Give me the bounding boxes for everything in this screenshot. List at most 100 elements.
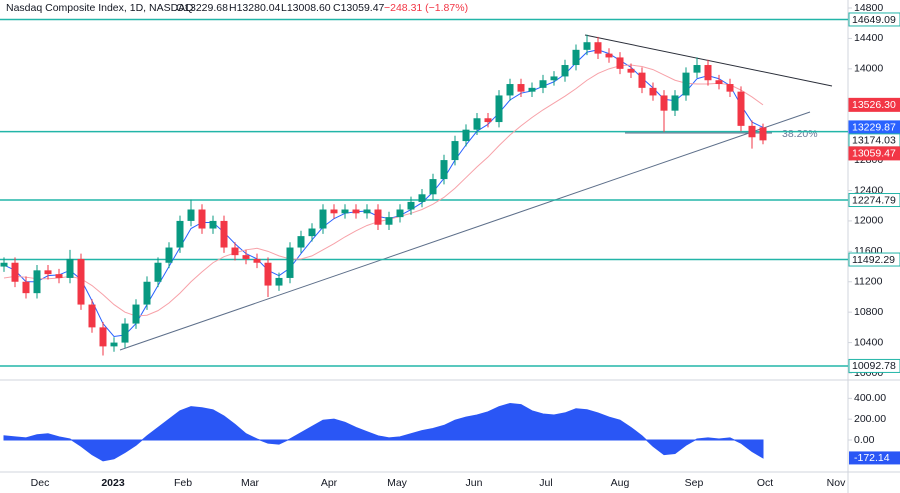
y-tick-label: 10800 xyxy=(854,306,883,318)
price-label: 13229.87 xyxy=(852,122,896,134)
osc-label-box xyxy=(849,451,900,465)
candle-body xyxy=(121,323,129,343)
y-tick-label: 12000 xyxy=(854,215,883,227)
y-tick-label: 200.00 xyxy=(854,413,886,425)
y-tick-label: 10400 xyxy=(854,336,883,348)
candle-body xyxy=(737,91,745,126)
candle-body xyxy=(297,236,305,248)
candle-body xyxy=(726,84,734,92)
y-tick-label: 14400 xyxy=(854,32,883,44)
oscillator-area xyxy=(3,403,764,462)
x-tick-label: May xyxy=(387,477,408,489)
x-tick-label: Aug xyxy=(611,477,630,489)
candle-body xyxy=(561,65,569,77)
candle-body xyxy=(55,274,63,278)
y-tick-label: 400.00 xyxy=(854,392,886,404)
candle-body xyxy=(671,95,679,111)
candle-body xyxy=(473,118,481,130)
y-tick-label: 11200 xyxy=(854,276,883,288)
candle-body xyxy=(759,127,767,141)
candle-body xyxy=(693,65,701,73)
candle-body xyxy=(99,327,107,347)
price-label-box xyxy=(848,358,900,373)
low-value: L13008.60 xyxy=(281,2,331,14)
candle-body xyxy=(319,209,327,229)
x-tick-label: Sep xyxy=(685,477,704,489)
candle-body xyxy=(616,57,624,69)
candle-body xyxy=(660,95,668,111)
x-tick-label: Oct xyxy=(757,477,773,489)
y-tick-label: 0.00 xyxy=(854,434,875,446)
candle-body xyxy=(583,42,591,50)
candle-body xyxy=(594,42,602,54)
candle-body xyxy=(231,247,239,256)
candle-body xyxy=(143,281,151,305)
candle-body xyxy=(253,258,261,263)
candle-body xyxy=(286,247,294,278)
price-label: 14649.09 xyxy=(852,14,896,26)
candle-body xyxy=(506,84,514,96)
candle-body xyxy=(308,228,316,237)
candle-body xyxy=(484,118,492,123)
candle-body xyxy=(363,209,371,214)
price-label: 13059.47 xyxy=(852,148,896,160)
x-tick-label: Nov xyxy=(827,477,846,489)
candle-body xyxy=(605,53,613,58)
candle-body xyxy=(209,220,217,229)
candle-body xyxy=(517,84,525,92)
y-tick-label: 14800 xyxy=(854,2,883,14)
candle-body xyxy=(638,72,646,88)
candle-body xyxy=(220,220,228,248)
candle-body xyxy=(330,209,338,214)
x-tick-label: Dec xyxy=(31,477,50,489)
candle-body xyxy=(66,258,74,278)
candle-body xyxy=(418,194,426,202)
candle-body xyxy=(11,262,19,282)
candle-body xyxy=(22,281,30,294)
candle-body xyxy=(374,209,382,225)
header: Nasdaq Composite Index, 1D, NASDAQ O1322… xyxy=(6,2,468,14)
candle-body xyxy=(264,262,272,286)
candle-body xyxy=(132,304,140,324)
change-value: −248.31 (−1.87%) xyxy=(384,2,468,14)
trend-line xyxy=(119,111,811,351)
close-value: C13059.47 xyxy=(333,2,385,14)
y-tick-label: 11600 xyxy=(854,245,883,257)
x-tick-label: Apr xyxy=(321,477,338,489)
price-label-box xyxy=(848,252,900,267)
candle-body xyxy=(176,220,184,248)
candle-body xyxy=(352,209,360,214)
x-tick-label: 2023 xyxy=(101,477,125,489)
candle-body xyxy=(44,270,52,275)
candle-body xyxy=(539,80,547,88)
candle-body xyxy=(77,258,85,305)
candle-body xyxy=(341,209,349,214)
price-label-box xyxy=(848,97,900,112)
candle-body xyxy=(198,209,206,229)
candle-body xyxy=(550,76,558,81)
candle-body xyxy=(572,49,580,66)
moving-average xyxy=(3,49,764,338)
candle-body xyxy=(0,262,8,267)
candle-body xyxy=(649,87,657,96)
price-label: 12274.79 xyxy=(852,194,896,206)
candle-body xyxy=(407,201,415,210)
candle-body xyxy=(385,217,393,225)
price-label: 13526.30 xyxy=(852,99,896,111)
candle-body xyxy=(440,160,448,180)
candle-body xyxy=(275,277,283,286)
candle-body xyxy=(715,80,723,85)
chart-title: Nasdaq Composite Index, 1D, NASDAQ xyxy=(6,2,193,14)
candle-body xyxy=(165,247,173,263)
open-value: O13229.68 xyxy=(176,2,228,14)
fib-label: 38.20% xyxy=(782,128,818,140)
candle-body xyxy=(429,179,437,195)
high-value: H13280.04 xyxy=(229,2,281,14)
candle-body xyxy=(110,342,118,347)
x-tick-label: Jun xyxy=(466,477,483,489)
candle-body xyxy=(704,65,712,81)
candle-body xyxy=(396,209,404,218)
candle-body xyxy=(495,95,503,123)
price-label-box xyxy=(848,12,900,27)
